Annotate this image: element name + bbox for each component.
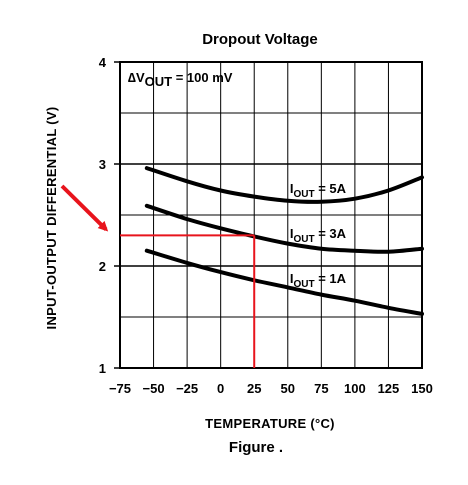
x-tick-label: −25 xyxy=(176,381,198,396)
y-axis-label: INPUT-OUTPUT DIFFERENTIAL (V) xyxy=(44,107,59,330)
series-labels: IOUT = 5A IOUT = 3A IOUT = 1A xyxy=(290,181,347,290)
series-line-3 xyxy=(144,248,424,316)
series-line-1 xyxy=(144,166,424,204)
x-tick-label: 75 xyxy=(314,381,328,396)
x-tick-label: 100 xyxy=(344,381,366,396)
series-line-2 xyxy=(144,203,424,254)
series-label-2: IOUT = 3A xyxy=(290,226,347,245)
condition-label: ∆VOUT = 100 mV xyxy=(128,70,233,89)
x-tick-label: 0 xyxy=(217,381,224,396)
x-tick-label: −75 xyxy=(109,381,131,396)
figure-caption: Figure . xyxy=(229,439,283,456)
x-tick-label: 25 xyxy=(247,381,261,396)
x-tick-label: −50 xyxy=(143,381,165,396)
x-axis-label: TEMPERATURE (°C) xyxy=(205,416,335,431)
series-label-1: IOUT = 5A xyxy=(290,181,347,200)
y-tick-label: 1 xyxy=(99,361,106,376)
y-tick-label: 4 xyxy=(99,55,107,70)
condition-annotation: ∆VOUT = 100 mV xyxy=(128,70,233,89)
x-tick-label: 150 xyxy=(411,381,433,396)
grid xyxy=(114,61,423,369)
y-tick-label: 3 xyxy=(99,157,106,172)
x-tick-label: 50 xyxy=(281,381,295,396)
series-label-3: IOUT = 1A xyxy=(290,271,347,290)
highlight-annotation xyxy=(60,184,256,368)
y-tick-label: 2 xyxy=(99,259,106,274)
chart-title: Dropout Voltage xyxy=(202,31,318,48)
x-tick-labels: −75 −50 −25 0 25 50 75 100 125 150 xyxy=(109,381,433,396)
highlight-arrow xyxy=(60,184,109,232)
x-tick-label: 125 xyxy=(378,381,400,396)
series-layer xyxy=(144,166,424,316)
y-tick-labels: 1 2 3 4 xyxy=(99,55,107,376)
